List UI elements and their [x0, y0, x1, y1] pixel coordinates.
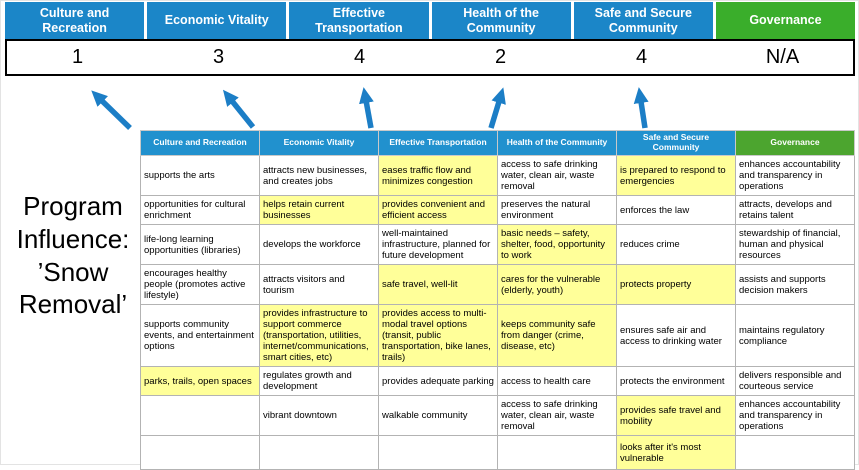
matrix-cell: delivers responsible and courteous servi… [735, 366, 855, 397]
matrix-cell: well-maintained infrastructure, planned … [378, 224, 498, 266]
matrix-cell [497, 435, 617, 470]
scoreboard-header-safe-and-secure-community: Safe and Secure Community [573, 2, 713, 39]
matrix-header-economic-vitality: Economic Vitality [259, 130, 379, 156]
scoreboard-header-governance: Governance [715, 2, 856, 39]
matrix-cell [140, 395, 260, 437]
matrix-cell: opportunities for cultural enrichment [140, 195, 260, 226]
matrix-header-safe-and-secure-community: Safe and Secure Community [616, 130, 736, 156]
matrix-cell: enforces the law [616, 195, 736, 226]
matrix-cell: attracts new businesses, and creates job… [259, 154, 379, 197]
matrix-cell: life-long learning opportunities (librar… [140, 224, 260, 266]
matrix-cell: provides safe travel and mobility [616, 395, 736, 437]
matrix-cell: safe travel, well-lit [378, 264, 498, 306]
matrix-cell: enhances accountability and transparency… [735, 154, 855, 197]
matrix-cell: provides infrastructure to support comme… [259, 304, 379, 368]
matrix-cell: keeps community safe from danger (crime,… [497, 304, 617, 368]
scoreboard-header-health-of-the-community: Health of the Community [431, 2, 571, 39]
arrow-up-icon [359, 87, 374, 129]
arrow-up-icon [91, 90, 132, 130]
matrix-cell [378, 435, 498, 470]
matrix-cell: preserves the natural environment [497, 195, 617, 226]
score-value-effective-transportation: 4 [353, 46, 366, 68]
matrix-header-row: Culture and Recreation Economic Vitality E… [140, 130, 855, 156]
matrix-cell: protects property [616, 264, 736, 306]
matrix-cell: attracts visitors and tourism [259, 264, 379, 306]
matrix-cell: supports community events, and entertain… [140, 304, 260, 368]
matrix-cell: eases traffic flow and minimizes congest… [378, 154, 498, 197]
score-value-safe-and-secure-community: 4 [635, 46, 648, 68]
matrix-header-health-of-the-community: Health of the Community [497, 130, 617, 156]
matrix-row-7: vibrant downtown walkable community access… [140, 395, 855, 437]
influence-arrows [91, 87, 649, 130]
matrix-cell: walkable community [378, 395, 498, 437]
matrix-cell: provides adequate parking [378, 366, 498, 397]
arrow-up-icon [488, 87, 506, 129]
matrix-cell: encourages healthy people (promotes acti… [140, 264, 260, 306]
score-value-health-of-the-community: 2 [494, 46, 507, 68]
matrix-cell: regulates growth and development [259, 366, 379, 397]
matrix-header-culture-and-recreation: Culture and Recreation [140, 130, 260, 156]
arrow-up-icon [633, 87, 649, 129]
score-value-governance: N/A [765, 46, 800, 68]
matrix-cell: provides convenient and efficient access [378, 195, 498, 226]
matrix-row-8: looks after it's most vulnerable [140, 435, 855, 470]
scoreboard: Culture and Recreation Economic Vitality E… [5, 2, 856, 76]
matrix-row-6: parks, trails, open spaces regulates grow… [140, 366, 855, 397]
matrix-cell: vibrant downtown [259, 395, 379, 437]
matrix-row-1: supports the arts attracts new businesses… [140, 154, 855, 197]
score-value-economic-vitality: 3 [212, 46, 225, 68]
matrix-cell [140, 435, 260, 470]
matrix-header-governance: Governance [735, 130, 855, 156]
matrix-cell: develops the workforce [259, 224, 379, 266]
arrow-up-icon [222, 89, 256, 129]
matrix-row-3: life-long learning opportunities (librar… [140, 224, 855, 266]
scoreboard-header-effective-transportation: Effective Transportation [289, 2, 429, 39]
matrix-cell: stewardship of financial, human and phys… [735, 224, 855, 266]
scoreboard-header-row: Culture and Recreation Economic Vitality E… [5, 2, 856, 39]
matrix-cell: reduces crime [616, 224, 736, 266]
matrix-cell: is prepared to respond to emergencies [616, 154, 736, 197]
matrix-cell: enhances accountability and transparency… [735, 395, 855, 437]
scoreboard-header-economic-vitality: Economic Vitality [147, 2, 287, 39]
matrix-cell: supports the arts [140, 154, 260, 197]
matrix-body: supports the arts attracts new businesses… [140, 154, 855, 470]
influence-matrix: Culture and Recreation Economic Vitality E… [140, 130, 855, 470]
matrix-row-4: encourages healthy people (promotes acti… [140, 264, 855, 306]
matrix-cell: attracts, develops and retains talent [735, 195, 855, 226]
matrix-cell: cares for the vulnerable (elderly, youth… [497, 264, 617, 306]
matrix-cell: access to safe drinking water, clean air… [497, 395, 617, 437]
matrix-cell: provides access to multi-modal travel op… [378, 304, 498, 368]
matrix-cell: basic needs – safety, shelter, food, opp… [497, 224, 617, 266]
scoreboard-header-culture-and-recreation: Culture and Recreation [5, 2, 145, 39]
matrix-cell: ensures safe air and access to drinking … [616, 304, 736, 368]
matrix-cell: access to health care [497, 366, 617, 397]
matrix-cell: helps retain current businesses [259, 195, 379, 226]
matrix-cell: assists and supports decision makers [735, 264, 855, 306]
scoreboard-score-row: 1 3 4 2 4 N/A [5, 39, 855, 76]
slide-title: Program Influence: ’Snow Removal’ [16, 191, 130, 320]
score-value-culture-and-recreation: 1 [71, 46, 84, 68]
matrix-cell [735, 435, 855, 470]
matrix-cell: maintains regulatory compliance [735, 304, 855, 368]
matrix-header-effective-transportation: Effective Transportation [378, 130, 498, 156]
matrix-cell: parks, trails, open spaces [140, 366, 260, 397]
matrix-row-2: opportunities for cultural enrichment hel… [140, 195, 855, 226]
matrix-cell: protects the environment [616, 366, 736, 397]
matrix-cell: looks after it's most vulnerable [616, 435, 736, 470]
matrix-row-5: supports community events, and entertain… [140, 304, 855, 368]
matrix-cell: access to safe drinking water, clean air… [497, 154, 617, 197]
